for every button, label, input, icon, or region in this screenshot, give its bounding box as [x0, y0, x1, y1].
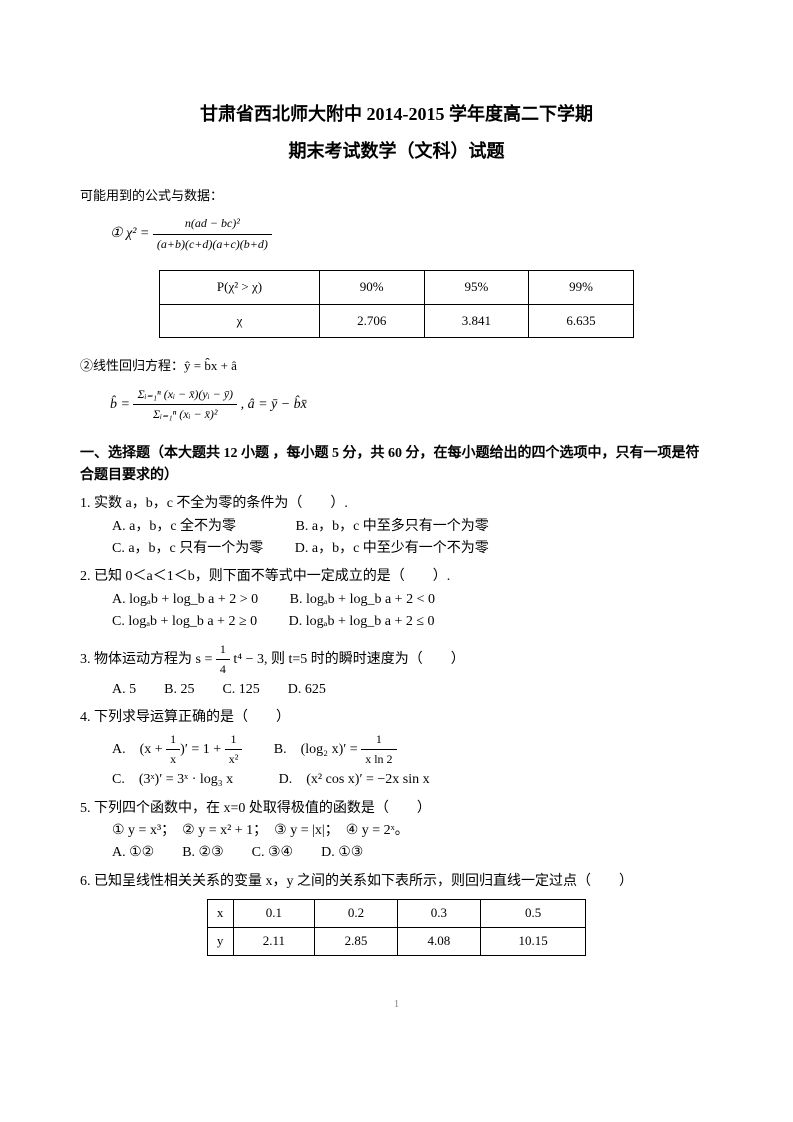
regress-a: , â = ȳ − b̂x̄: [241, 397, 307, 412]
q4a-f2n: 1: [225, 730, 243, 750]
regress-b-num: Σᵢ₌₁ⁿ (xᵢ − x̄)(yᵢ − ȳ): [133, 385, 237, 405]
q1: 1. 实数 a，b，c 不全为零的条件为（ ）. A. a，b，c 全不为零 B…: [80, 493, 713, 560]
q4a-f1n: 1: [166, 730, 180, 750]
chi-td-3: 6.635: [529, 304, 634, 338]
q4-opt-d: D. (x² cos x)′ = −2x sin x: [279, 772, 430, 787]
q6-y-4: 10.15: [480, 927, 586, 955]
q1-opt-b: B. a，b，c 中至多只有一个为零: [296, 519, 489, 534]
q6-y-3: 4.08: [397, 927, 480, 955]
q6-stem: 6. 已知呈线性相关关系的变量 x，y 之间的关系如下表所示，则回归直线一定过点…: [80, 871, 713, 893]
chi-table-data-row: χ 2.706 3.841 6.635: [160, 304, 634, 338]
q1-opt-d: D. a，b，c 中至少有一个不为零: [295, 541, 489, 556]
q6: 6. 已知呈线性相关关系的变量 x，y 之间的关系如下表所示，则回归直线一定过点…: [80, 871, 713, 956]
q3-stem-pre: 3. 物体运动方程为 s =: [80, 652, 216, 667]
q6-x-4: 0.5: [480, 900, 586, 928]
chi-td-1: 2.706: [319, 304, 424, 338]
regression-formula: b̂ = Σᵢ₌₁ⁿ (xᵢ − x̄)(yᵢ − ȳ) Σᵢ₌₁ⁿ (xᵢ −…: [110, 385, 713, 424]
q1-stem: 1. 实数 a，b，c 不全为零的条件为（ ）.: [80, 493, 713, 515]
q2-opt-d: D. logₐb + log_b a + 2 ≤ 0: [289, 614, 435, 629]
q4-stem: 4. 下列求导运算正确的是（ ）: [80, 707, 713, 729]
q6-y-1: 2.11: [233, 927, 314, 955]
q6-row-x: x 0.1 0.2 0.3 0.5: [207, 900, 586, 928]
q6-x-0: x: [207, 900, 233, 928]
chi-th-3: 99%: [529, 270, 634, 304]
q1-opt-a: A. a，b，c 全不为零: [112, 519, 236, 534]
chi-label: ①: [110, 226, 123, 241]
regression-label: ②线性回归方程：ŷ = b̂x + â: [80, 356, 713, 377]
q4a-f2d: x²: [225, 750, 243, 769]
note-intro: 可能用到的公式与数据：: [80, 186, 713, 207]
q4-opt-c: C. (3ˣ)′ = 3ˣ · log₃ x: [112, 772, 233, 787]
q4-opt-b-pre: B. (log₂ x)′ =: [274, 742, 361, 757]
chi-td-0: χ: [160, 304, 320, 338]
q3-stem-post: t⁴ − 3, 则 t=5 时的瞬时速度为（ ）: [233, 652, 464, 667]
q4b-fd: x ln 2: [361, 750, 396, 769]
q4-opt-a-mid: )′ = 1 +: [180, 742, 225, 757]
q1-opt-c: C. a，b，c 只有一个为零: [112, 541, 263, 556]
chi-th-2: 95%: [424, 270, 529, 304]
q5: 5. 下列四个函数中，在 x=0 处取得极值的函数是（ ） ① y = x³； …: [80, 798, 713, 865]
chi-table-header-row: P(χ² > χ) 90% 95% 99%: [160, 270, 634, 304]
title-line-1: 甘肃省西北师大附中 2014-2015 学年度高二下学期: [80, 100, 713, 129]
q2-stem: 2. 已知 0＜a＜1＜b，则下面不等式中一定成立的是（ ）.: [80, 566, 713, 588]
q5-stem: 5. 下列四个函数中，在 x=0 处取得极值的函数是（ ）: [80, 798, 713, 820]
q3-frac-n: 1: [216, 640, 230, 660]
q6-table: x 0.1 0.2 0.3 0.5 y 2.11 2.85 4.08 10.15: [207, 899, 587, 956]
section-1-head: 一、选择题（本大题共 12 小题 ，每小题 5 分，共 60 分，在每小题给出的…: [80, 443, 713, 488]
q6-x-1: 0.1: [233, 900, 314, 928]
chi-formula: ① χ² = n(ad − bc)² (a+b)(c+d)(a+c)(b+d): [110, 214, 713, 253]
q6-row-y: y 2.11 2.85 4.08 10.15: [207, 927, 586, 955]
q2-opt-b: B. logₐb + log_b a + 2 < 0: [290, 592, 435, 607]
chi-th-0: P(χ² > χ): [160, 270, 320, 304]
q2-opt-a: A. logₐb + log_b a + 2 > 0: [112, 592, 258, 607]
page-number: 1: [80, 996, 713, 1014]
chi-td-2: 3.841: [424, 304, 529, 338]
q3: 3. 物体运动方程为 s = 14 t⁴ − 3, 则 t=5 时的瞬时速度为（…: [80, 640, 713, 702]
chi-th-1: 90%: [319, 270, 424, 304]
q5-line2: ① y = x³； ② y = x² + 1； ③ y = |x|； ④ y =…: [112, 820, 713, 842]
q2-opt-c: C. logₐb + log_b a + 2 ≥ 0: [112, 614, 257, 629]
regress-b-den: Σᵢ₌₁ⁿ (xᵢ − x̄)²: [133, 405, 237, 424]
title-line-2: 期末考试数学（文科）试题: [80, 137, 713, 166]
q5-opts: A. ①② B. ②③ C. ③④ D. ①③: [112, 842, 713, 864]
q6-y-2: 2.85: [315, 927, 398, 955]
chi-table: P(χ² > χ) 90% 95% 99% χ 2.706 3.841 6.63…: [159, 270, 634, 339]
q6-x-2: 0.2: [315, 900, 398, 928]
q6-y-0: y: [207, 927, 233, 955]
q4: 4. 下列求导运算正确的是（ ） A. (x + 1x)′ = 1 + 1x² …: [80, 707, 713, 791]
q4-opt-a-pre: A. (x +: [112, 742, 166, 757]
q4b-fn: 1: [361, 730, 396, 750]
q3-frac-d: 4: [216, 660, 230, 679]
q3-opts: A. 5 B. 25 C. 125 D. 625: [112, 679, 713, 701]
q2: 2. 已知 0＜a＜1＜b，则下面不等式中一定成立的是（ ）. A. logₐb…: [80, 566, 713, 633]
q6-x-3: 0.3: [397, 900, 480, 928]
q4a-f1d: x: [166, 750, 180, 769]
